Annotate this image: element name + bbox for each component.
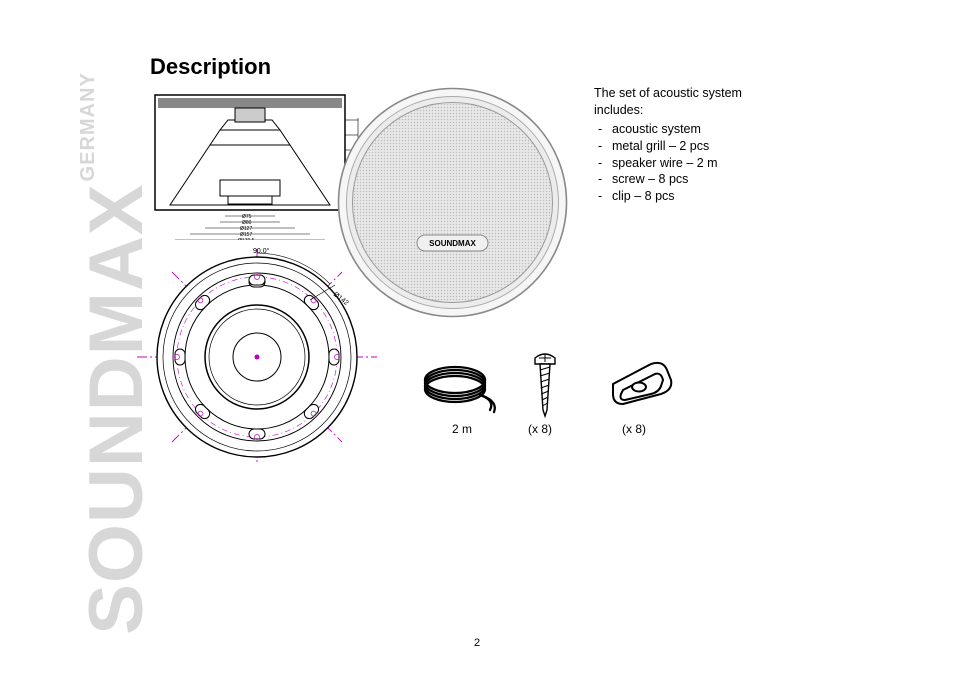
clip-diagram	[605, 350, 680, 415]
angle-label: 90.0°	[253, 247, 270, 255]
list-item: speaker wire – 2 m	[594, 155, 794, 172]
list-item: screw – 8 pcs	[594, 171, 794, 188]
screw-caption: (x 8)	[528, 422, 552, 436]
list-item: clip – 8 pcs	[594, 188, 794, 205]
wire-caption: 2 m	[452, 422, 472, 436]
list-item: metal grill – 2 pcs	[594, 138, 794, 155]
page-number: 2	[0, 637, 954, 649]
dim-d1705: Ø170.5	[238, 238, 255, 240]
grill-logo: SOUNDMAX	[429, 239, 476, 248]
includes-intro: The set of acoustic system includes:	[594, 85, 794, 119]
grill-diagram: SOUNDMAX	[335, 85, 570, 325]
list-item: acoustic system	[594, 121, 794, 138]
page-title: Description	[150, 54, 271, 80]
screw-diagram	[525, 350, 565, 425]
clip-caption: (x 8)	[622, 422, 646, 436]
includes-block: The set of acoustic system includes: aco…	[594, 85, 794, 205]
wire-diagram	[420, 350, 510, 425]
country-text: GERMANY	[77, 72, 99, 181]
includes-list: acoustic system metal grill – 2 pcs spea…	[594, 121, 794, 205]
